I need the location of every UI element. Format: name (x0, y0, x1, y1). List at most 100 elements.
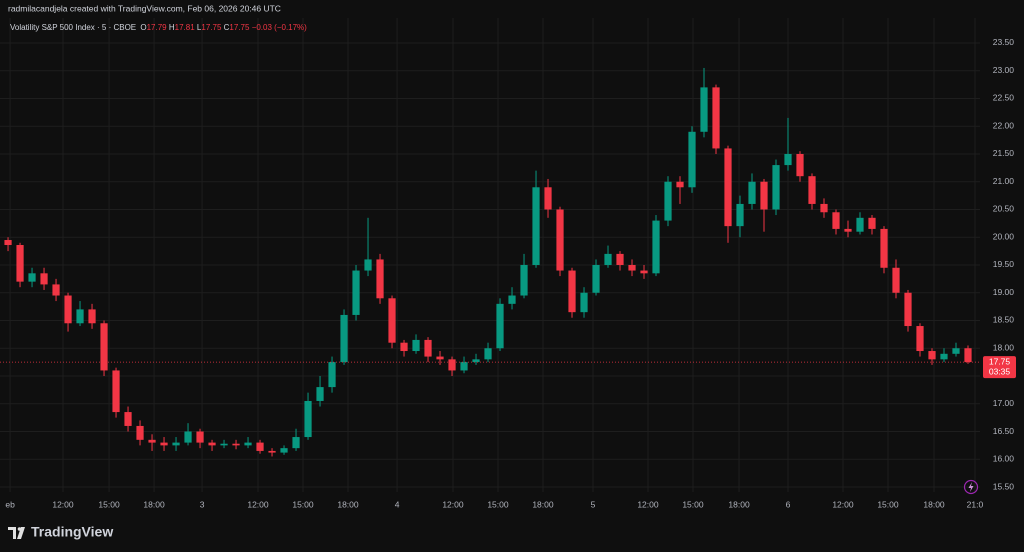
x-tick-label: 18:00 (923, 499, 945, 509)
candle-body (136, 425, 144, 440)
candle-body (280, 448, 288, 453)
candle-body (88, 309, 96, 324)
candle-body (844, 228, 852, 232)
candle-body (880, 228, 888, 268)
x-tick-label: 15:00 (292, 499, 314, 509)
candle-body (700, 87, 708, 132)
x-tick-label: 15:00 (682, 499, 704, 509)
candle-body (244, 442, 252, 446)
y-tick-label: 22.50 (993, 93, 1015, 103)
candle-body (556, 209, 564, 271)
candle-body (16, 245, 24, 282)
candle-body (352, 270, 360, 315)
candle-body (592, 264, 600, 293)
candle-body (508, 295, 516, 304)
candle-body (940, 353, 948, 360)
candle-body (292, 437, 300, 449)
brand: TradingView (31, 524, 113, 540)
candle-body (520, 264, 528, 296)
price-badge-countdown: 03:35 (989, 366, 1011, 376)
candle-body (928, 351, 936, 360)
x-tick-label: 18:00 (337, 499, 359, 509)
legend-symbol: Volatility S&P 500 Index · 5 · CBOE (10, 23, 136, 32)
candle-body (208, 442, 216, 446)
candle-body (424, 339, 432, 357)
x-tick-label: 18:00 (728, 499, 750, 509)
x-tick-label: 12:00 (637, 499, 659, 509)
candle-body (256, 442, 264, 451)
candle-body (460, 362, 468, 371)
alert-icon[interactable] (963, 479, 979, 495)
candle-body (604, 253, 612, 265)
x-tick-label: 15:00 (877, 499, 899, 509)
y-tick-label: 23.00 (993, 65, 1015, 75)
candle-body (832, 212, 840, 229)
y-tick-label: 20.50 (993, 204, 1015, 214)
candle-body (868, 217, 876, 229)
candle-body (904, 292, 912, 327)
candle-body (484, 348, 492, 360)
legend-label: O (140, 23, 146, 32)
candles (4, 67, 972, 457)
legend-label: L (197, 23, 202, 32)
candle-body (448, 359, 456, 371)
candle-body (580, 292, 588, 313)
candle-body (628, 264, 636, 271)
candle-body (268, 450, 276, 453)
y-tick-label: 19.50 (993, 259, 1015, 269)
candle-body (748, 181, 756, 204)
y-tick-label: 22.00 (993, 120, 1015, 130)
candle-body (376, 259, 384, 299)
candle-body (496, 303, 504, 349)
candle-body (28, 273, 36, 282)
candle-body (916, 326, 924, 352)
candle-body (772, 165, 780, 210)
candle-body (724, 148, 732, 227)
legend-change: −0.03 (−0.17%) (252, 23, 307, 32)
legend-value: 17.75 (201, 23, 222, 32)
candle-body (532, 187, 540, 265)
y-tick-label: 16.50 (993, 426, 1015, 436)
candle-body (4, 240, 12, 246)
header: radmilacandjela created with TradingView… (8, 3, 281, 13)
logo (8, 527, 25, 539)
y-tick-label: 19.00 (993, 287, 1015, 297)
candle-body (100, 323, 108, 371)
candle-body (472, 359, 480, 363)
candle-body (220, 443, 228, 446)
candle-body (616, 253, 624, 265)
x-tick-label: 12:00 (832, 499, 854, 509)
logo-dot (17, 527, 22, 531)
candle-body (40, 273, 48, 285)
candle-body (760, 181, 768, 210)
candle-body (808, 176, 816, 204)
x-tick-label: 21:0 (967, 499, 984, 509)
y-tick-label: 18.00 (993, 342, 1015, 352)
y-tick-label: 21.00 (993, 176, 1015, 186)
alert-bolt (968, 482, 974, 492)
x-tick-label: 12:00 (247, 499, 269, 509)
candle-body (652, 220, 660, 274)
candle-body (232, 443, 240, 446)
candle-body (412, 339, 420, 352)
candle-body (340, 314, 348, 363)
x-tick-label: 12:00 (442, 499, 464, 509)
candle-body (640, 270, 648, 274)
y-tick-label: 20.00 (993, 231, 1015, 241)
candle-body (364, 259, 372, 271)
candle-body (400, 342, 408, 352)
candle-body (112, 370, 120, 413)
legend-label: H (169, 23, 175, 32)
x-tick-label: 12:00 (52, 499, 74, 509)
legend: Volatility S&P 500 Index · 5 · CBOE O 17.… (10, 23, 307, 32)
x-tick-label: 6 (786, 499, 791, 509)
price-badge (983, 356, 1016, 379)
legend-label: C (224, 23, 230, 32)
candle-body (688, 131, 696, 188)
x-tick-label: 5 (591, 499, 596, 509)
x-tick-label: 15:00 (98, 499, 120, 509)
grid: 23.50 23.00 22.50 22.00 21.50 21.00 20.50 20.00… (0, 18, 1014, 509)
